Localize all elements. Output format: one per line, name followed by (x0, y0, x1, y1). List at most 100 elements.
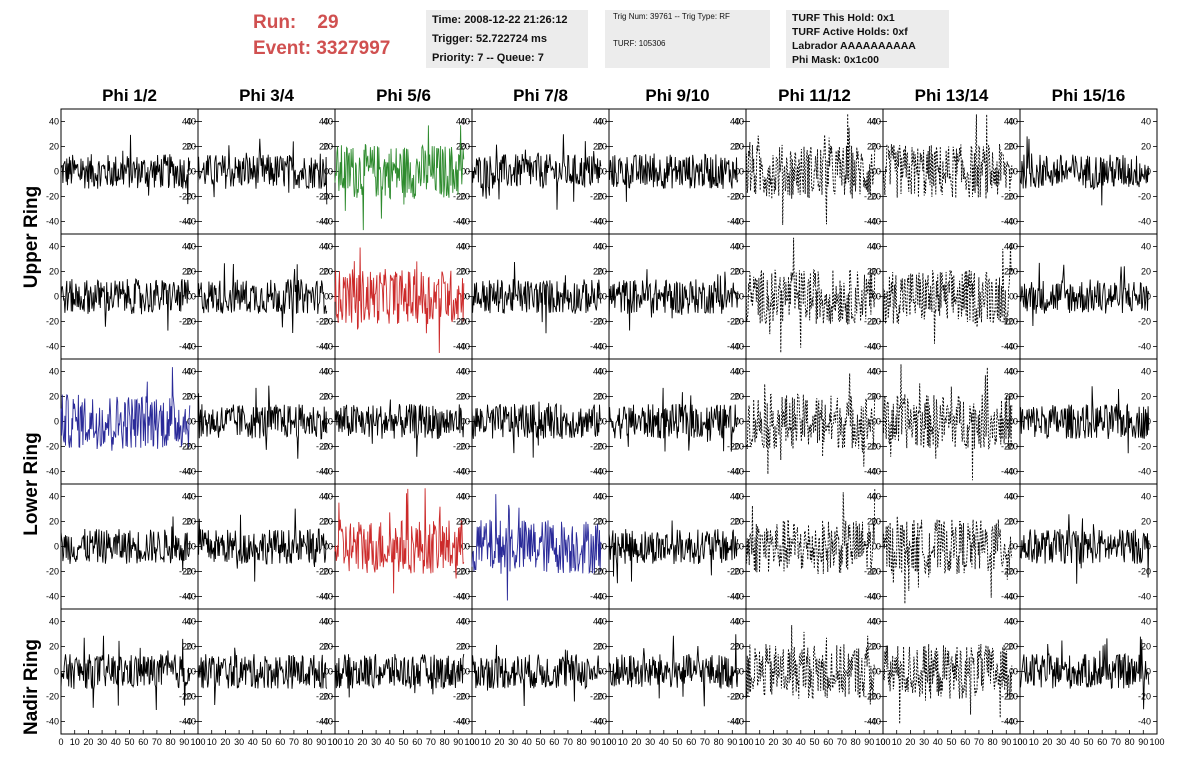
y-tick-label-left: 0 (1013, 167, 1018, 177)
y-tick-label-left: 0 (739, 167, 744, 177)
x-tick-label: 60 (960, 737, 970, 747)
y-tick-label-right: -40 (1001, 217, 1014, 227)
y-tick-label-left: 20 (734, 517, 744, 527)
y-tick-label-left: 0 (465, 167, 470, 177)
x-tick-label: 30 (1056, 737, 1066, 747)
y-tick-label-right: -40 (590, 342, 603, 352)
x-tick-label: 60 (686, 737, 696, 747)
x-tick-label: 10 (481, 737, 491, 747)
y-tick-label-right: -20 (590, 192, 603, 202)
y-tick-label-left: 20 (49, 517, 59, 527)
y-tick-label-right: -20 (1001, 317, 1014, 327)
y-tick-label-right: -40 (590, 217, 603, 227)
y-tick-label-right: -20 (453, 692, 466, 702)
y-tick-label-right: 40 (867, 117, 877, 127)
y-tick-label-left: -20 (731, 442, 744, 452)
y-tick-label-left: -20 (1005, 192, 1018, 202)
y-tick-label-right: 40 (1004, 117, 1014, 127)
y-tick-label-left: 20 (460, 392, 470, 402)
y-tick-label-right: 40 (1004, 617, 1014, 627)
event-value: 3327997 (316, 38, 391, 59)
waveform-trace (1019, 636, 1150, 710)
y-tick-label-right: 40 (593, 617, 603, 627)
y-tick-label-left: 20 (49, 642, 59, 652)
y-tick-label-right: 40 (730, 617, 740, 627)
x-tick-label: 80 (577, 737, 587, 747)
x-tick-label: 60 (275, 737, 285, 747)
y-tick-label-left: 20 (871, 142, 881, 152)
y-tick-label-left: -20 (868, 317, 881, 327)
y-tick-label-left: 40 (460, 242, 470, 252)
column-header-phi-7-8: Phi 7/8 (513, 86, 568, 105)
y-tick-label-left: -20 (731, 567, 744, 577)
y-tick-label-right: 20 (319, 142, 329, 152)
y-tick-label-right: 20 (182, 642, 192, 652)
x-tick-label: 30 (645, 737, 655, 747)
waveform-trace (608, 520, 739, 584)
panel-frame (882, 358, 1021, 485)
y-tick-label-left: -40 (183, 342, 196, 352)
y-tick-label-right: 0 (324, 542, 329, 552)
y-tick-label-left: 0 (739, 667, 744, 677)
y-tick-label-right: 40 (182, 492, 192, 502)
x-tick-label: 10 (1029, 737, 1039, 747)
x-tick-label: 0 (332, 737, 337, 747)
y-tick-label-right: -20 (179, 192, 192, 202)
y-tick-label-left: 20 (460, 142, 470, 152)
y-tick-label-right: 40 (456, 617, 466, 627)
y-tick-label-right: 20 (730, 142, 740, 152)
y-tick-label-right: -20 (179, 317, 192, 327)
y-tick-label-left: 40 (49, 492, 59, 502)
y-tick-label-left: -40 (731, 467, 744, 477)
y-tick-label-left: -40 (868, 717, 881, 727)
y-tick-label-left: -40 (457, 592, 470, 602)
y-tick-label-left: -40 (320, 717, 333, 727)
x-tick-label: 60 (412, 737, 422, 747)
y-tick-label-right: -40 (179, 217, 192, 227)
y-tick-label-right: -20 (316, 567, 329, 577)
y-tick-label-right: -20 (864, 317, 877, 327)
y-tick-label-right: -20 (179, 692, 192, 702)
time-text: Time: 2008-12-22 21:26:12 (432, 14, 568, 26)
y-tick-label-left: -40 (46, 592, 59, 602)
y-tick-label-left: 40 (460, 367, 470, 377)
y-tick-label-right: -40 (453, 592, 466, 602)
x-tick-label: 70 (289, 737, 299, 747)
x-tick-label: 20 (905, 737, 915, 747)
y-tick-label-right: 20 (730, 392, 740, 402)
y-tick-label-right: 0 (872, 667, 877, 677)
waveform-trace (882, 643, 1013, 724)
x-tick-label: 90 (453, 737, 463, 747)
y-tick-label-left: 20 (186, 392, 196, 402)
y-tick-label-left: 0 (1013, 417, 1018, 427)
run-row: Run: 29 (253, 10, 390, 36)
y-tick-label-right: -40 (1001, 342, 1014, 352)
y-tick-label-left: -20 (594, 442, 607, 452)
x-tick-label: 80 (166, 737, 176, 747)
y-tick-label-right: 0 (461, 542, 466, 552)
y-tick-label-left: -20 (183, 692, 196, 702)
y-tick-label-right: -20 (864, 567, 877, 577)
y-tick-label-right: 20 (730, 642, 740, 652)
y-tick-label-right: 20 (319, 517, 329, 527)
y-tick-label-right: 20 (593, 642, 603, 652)
y-tick-label-right: 40 (182, 117, 192, 127)
y-tick-label-left: 40 (871, 117, 881, 127)
y-tick-label-right: 40 (1141, 492, 1151, 502)
y-tick-label-right: -40 (590, 467, 603, 477)
y-tick-label-left: -40 (1005, 217, 1018, 227)
x-tick-label: 10 (70, 737, 80, 747)
y-tick-label-right: 20 (593, 142, 603, 152)
x-tick-label: 70 (426, 737, 436, 747)
x-tick-label: 20 (768, 737, 778, 747)
